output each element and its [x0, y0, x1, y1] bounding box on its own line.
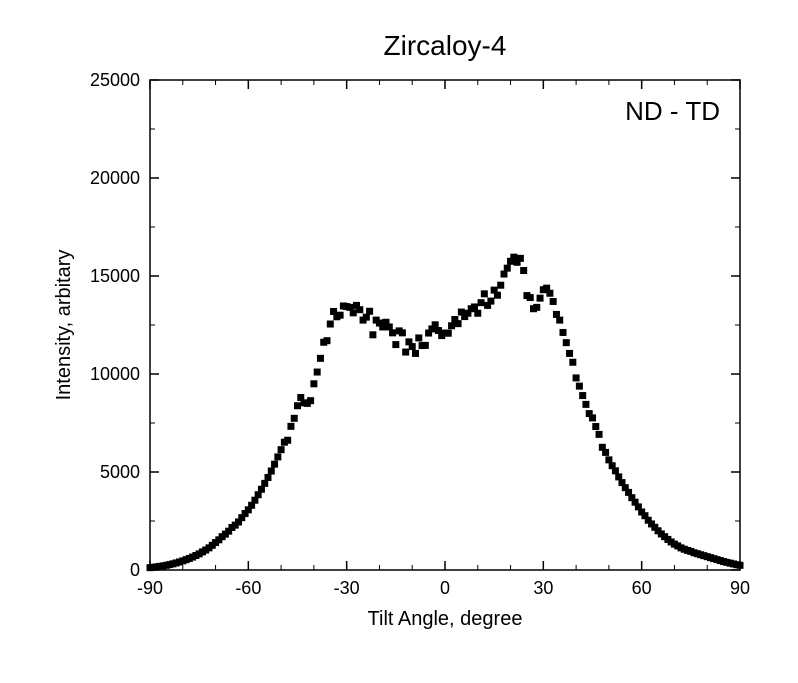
data-point — [350, 309, 357, 316]
data-point — [612, 467, 619, 474]
y-tick-label: 0 — [130, 560, 140, 580]
y-axis-label: Intensity, arbitary — [53, 250, 75, 401]
data-point — [737, 562, 744, 569]
y-tick-label: 20000 — [90, 168, 140, 188]
data-point — [497, 282, 504, 289]
x-axis-label: Tilt Angle, degree — [368, 608, 523, 630]
data-point — [579, 392, 586, 399]
data-point — [274, 453, 281, 460]
data-point — [560, 329, 567, 336]
data-point — [589, 414, 596, 421]
data-point — [294, 402, 301, 409]
data-point — [327, 321, 334, 328]
y-tick-label: 25000 — [90, 70, 140, 90]
annotation: ND - TD — [625, 96, 720, 126]
chart-svg: -90 -60 -30 0 30 60 90 0 5000 10000 15000 20000 2500… — [0, 0, 798, 683]
data-point — [455, 320, 462, 327]
data-point — [592, 423, 599, 430]
data-point — [494, 292, 501, 299]
data-point — [537, 295, 544, 302]
data-point — [527, 294, 534, 301]
data-point — [287, 423, 294, 430]
data-point — [402, 349, 409, 356]
y-tick-label: 15000 — [90, 266, 140, 286]
x-tick-label: 30 — [533, 578, 553, 598]
data-point — [265, 474, 272, 481]
data-point — [415, 334, 422, 341]
data-point — [369, 331, 376, 338]
chart-container: -90 -60 -30 0 30 60 90 0 5000 10000 15000 20000 2500… — [0, 0, 798, 683]
data-point — [317, 355, 324, 362]
data-point — [268, 468, 275, 475]
data-point — [399, 329, 406, 336]
data-point — [481, 290, 488, 297]
data-point — [550, 298, 557, 305]
data-point — [576, 383, 583, 390]
x-tick-label: 60 — [632, 578, 652, 598]
data-point — [324, 337, 331, 344]
data-point — [412, 350, 419, 357]
data-point — [517, 255, 524, 262]
data-point — [314, 369, 321, 376]
y-tick-label: 5000 — [100, 462, 140, 482]
x-tick-label: -30 — [334, 578, 360, 598]
data-point — [409, 343, 416, 350]
data-point — [291, 415, 298, 422]
x-tick-label: 90 — [730, 578, 750, 598]
data-point — [520, 267, 527, 274]
data-point — [366, 308, 373, 315]
data-point — [602, 449, 609, 456]
data-point — [533, 304, 540, 311]
data-point — [448, 322, 455, 329]
data-point — [310, 380, 317, 387]
data-point — [389, 329, 396, 336]
x-tick-label: -90 — [137, 578, 163, 598]
data-point — [569, 359, 576, 366]
data-point — [478, 299, 485, 306]
data-point — [422, 342, 429, 349]
chart-title: Zircaloy-4 — [384, 30, 507, 61]
y-tick-label: 10000 — [90, 364, 140, 384]
data-point — [271, 461, 278, 468]
data-point — [582, 401, 589, 408]
data-point — [563, 339, 570, 346]
data-point — [278, 446, 285, 453]
data-point — [556, 317, 563, 324]
data-point — [445, 330, 452, 337]
data-point — [284, 437, 291, 444]
data-point — [307, 397, 314, 404]
data-point — [573, 374, 580, 381]
data-point — [356, 306, 363, 313]
data-point — [392, 341, 399, 348]
data-point — [487, 298, 494, 305]
data-point — [471, 303, 478, 310]
data-point — [596, 431, 603, 438]
data-point — [566, 350, 573, 357]
x-tick-label: 0 — [440, 578, 450, 598]
x-tick-label: -60 — [235, 578, 261, 598]
data-point — [337, 312, 344, 319]
data-point — [474, 310, 481, 317]
data-point — [546, 290, 553, 297]
data-point — [504, 265, 511, 272]
